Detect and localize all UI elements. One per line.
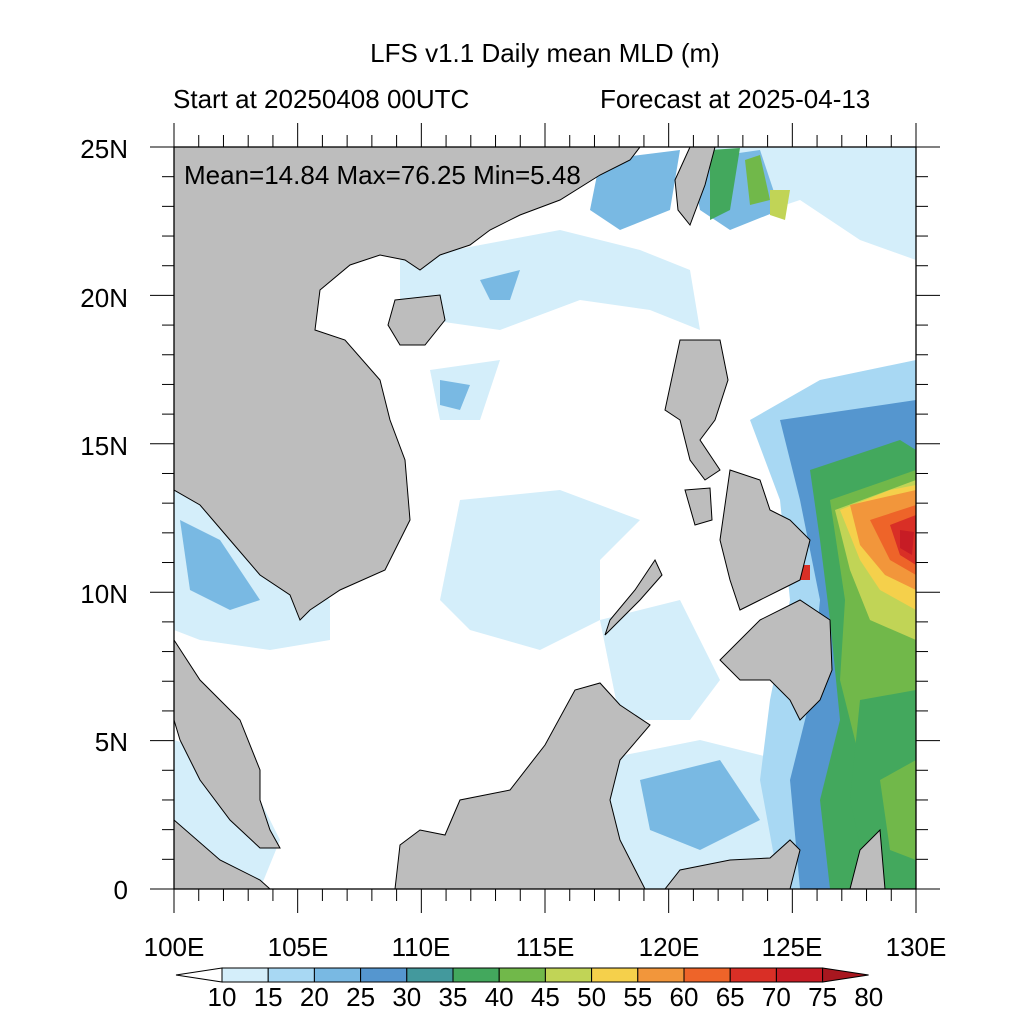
- colorbar: [175, 967, 869, 983]
- colorbar-swatch: [729, 967, 777, 983]
- colorbar-swatch: [313, 967, 362, 983]
- colorbar-label: 65: [715, 982, 745, 1012]
- start-time-label: Start at 20250408 00UTC: [173, 84, 470, 114]
- colorbar-swatch: [221, 967, 269, 983]
- colorbar-label: 40: [484, 982, 514, 1012]
- lon-label-115e: 115E: [515, 932, 575, 962]
- lon-label-120e: 120E: [638, 932, 700, 962]
- colorbar-label: 55: [623, 982, 653, 1012]
- colorbar-label: 30: [392, 982, 422, 1012]
- lon-label-125e: 125E: [761, 932, 823, 962]
- lat-label-10n: 10N: [80, 579, 128, 609]
- colorbar-swatch: [360, 967, 408, 983]
- colorbar-swatch: [637, 967, 685, 983]
- statistics-label: Mean=14.84 Max=76.25 Min=5.48: [184, 160, 581, 190]
- lon-label-110e: 110E: [391, 932, 451, 962]
- colorbar-label: 75: [808, 982, 838, 1012]
- colorbar-label: 50: [577, 982, 607, 1012]
- colorbar-swatch: [544, 967, 593, 983]
- map-title: LFS v1.1 Daily mean MLD (m): [370, 38, 720, 68]
- lat-label-20n: 20N: [80, 283, 128, 313]
- lon-label-130e: 130E: [885, 932, 947, 962]
- lat-label-0: 0: [113, 875, 128, 905]
- colorbar-label: 80: [854, 982, 884, 1012]
- colorbar-swatch: [775, 967, 824, 983]
- mld-shading-high: [710, 148, 916, 889]
- colorbar-swatch: [498, 967, 546, 983]
- colorbar-label: 10: [207, 982, 237, 1012]
- colorbar-label: 20: [299, 982, 329, 1012]
- colorbar-swatch: [452, 967, 500, 983]
- axis-ticks: [150, 123, 940, 913]
- lon-label-100e: 100E: [143, 932, 205, 962]
- lat-label-5n: 5N: [94, 727, 128, 757]
- colorbar-swatch: [267, 967, 315, 983]
- colorbar-label: 25: [346, 982, 376, 1012]
- colorbar-arrow-low: [175, 967, 223, 983]
- colorbar-label: 15: [253, 982, 283, 1012]
- land: [174, 147, 886, 889]
- colorbar-label: 45: [530, 982, 560, 1012]
- lon-label-105e: 105E: [267, 932, 329, 962]
- lat-label-25n: 25N: [80, 134, 128, 164]
- colorbar-swatch: [591, 967, 639, 983]
- forecast-date-label: Forecast at 2025-04-13: [600, 84, 871, 114]
- colorbar-swatch: [683, 967, 731, 983]
- lat-label-15n: 15N: [80, 431, 128, 461]
- colorbar-swatch: [406, 967, 454, 983]
- colorbar-arrow-high: [822, 967, 869, 983]
- colorbar-label: 70: [761, 982, 791, 1012]
- colorbar-label: 35: [438, 982, 468, 1012]
- map-fields: [174, 147, 916, 889]
- colorbar-label: 60: [669, 982, 699, 1012]
